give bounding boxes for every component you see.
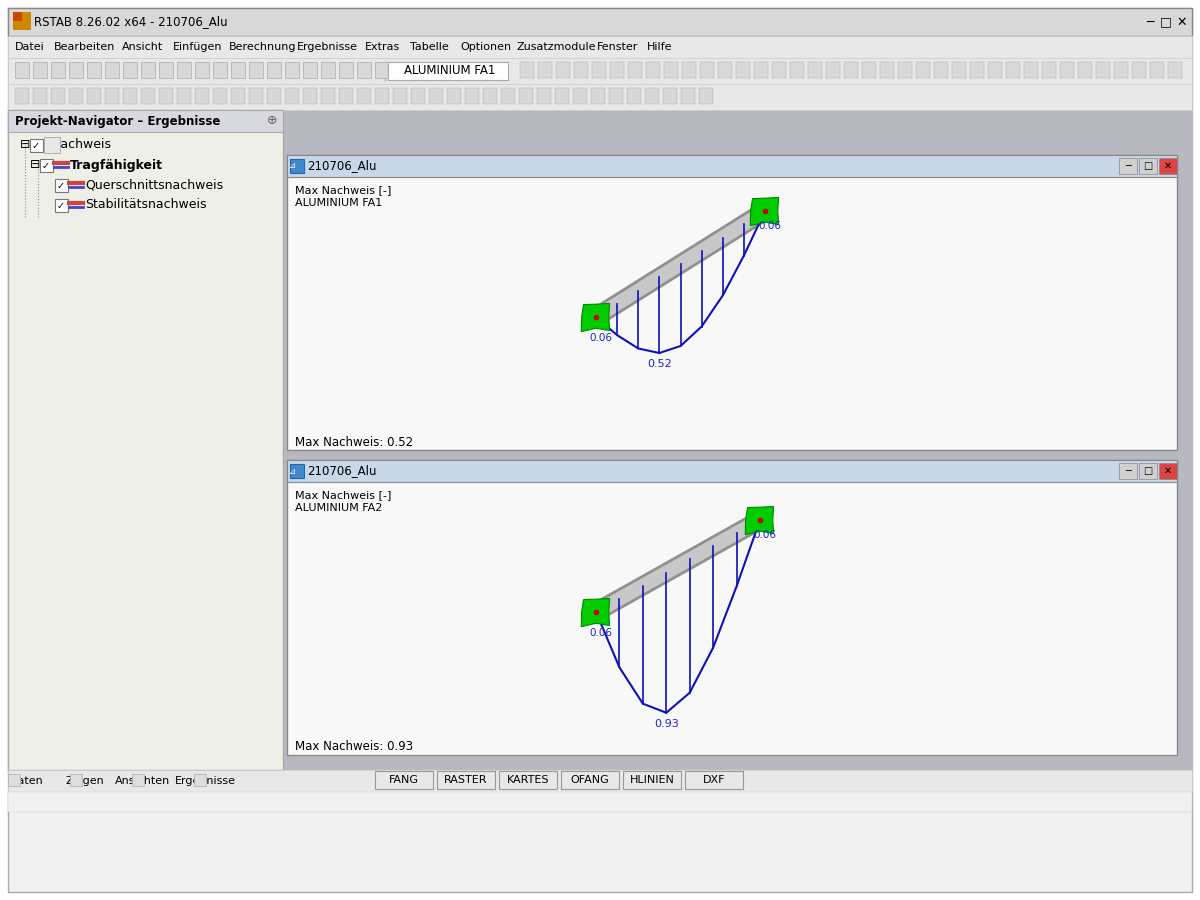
FancyBboxPatch shape (124, 88, 137, 104)
FancyBboxPatch shape (158, 88, 173, 104)
FancyBboxPatch shape (194, 88, 209, 104)
FancyBboxPatch shape (1096, 62, 1110, 78)
FancyBboxPatch shape (302, 62, 317, 78)
FancyBboxPatch shape (124, 62, 137, 78)
FancyBboxPatch shape (14, 62, 29, 78)
FancyBboxPatch shape (50, 62, 65, 78)
Text: Fenster: Fenster (596, 42, 637, 52)
Text: 0.52: 0.52 (647, 359, 672, 369)
Text: □: □ (1160, 15, 1172, 29)
Text: Zusatzmodule: Zusatzmodule (517, 42, 596, 52)
FancyBboxPatch shape (646, 88, 659, 104)
Text: ─: ─ (1146, 15, 1153, 29)
Polygon shape (750, 197, 779, 226)
FancyBboxPatch shape (13, 12, 22, 21)
FancyBboxPatch shape (466, 88, 479, 104)
FancyBboxPatch shape (374, 88, 389, 104)
Text: ✓: ✓ (56, 201, 65, 211)
Text: 0.06: 0.06 (758, 221, 781, 231)
Polygon shape (581, 303, 610, 332)
FancyBboxPatch shape (250, 88, 263, 104)
FancyBboxPatch shape (610, 62, 624, 78)
FancyBboxPatch shape (970, 62, 984, 78)
FancyBboxPatch shape (1078, 62, 1092, 78)
Text: ✕: ✕ (1164, 161, 1172, 171)
FancyBboxPatch shape (322, 88, 335, 104)
FancyBboxPatch shape (88, 62, 101, 78)
Text: Bearbeiten: Bearbeiten (54, 42, 115, 52)
Text: □: □ (1144, 161, 1153, 171)
Text: 0.06: 0.06 (589, 628, 612, 638)
Text: Max Nachweis: 0.52: Max Nachweis: 0.52 (295, 436, 413, 448)
FancyBboxPatch shape (685, 771, 743, 789)
FancyBboxPatch shape (142, 62, 155, 78)
FancyBboxPatch shape (698, 88, 713, 104)
FancyBboxPatch shape (287, 155, 1177, 450)
FancyBboxPatch shape (266, 88, 281, 104)
Text: Ansichten: Ansichten (115, 776, 170, 786)
FancyBboxPatch shape (1006, 62, 1020, 78)
Text: Tabelle: Tabelle (410, 42, 449, 52)
FancyBboxPatch shape (1168, 62, 1182, 78)
FancyBboxPatch shape (287, 460, 1177, 755)
FancyBboxPatch shape (8, 8, 1192, 892)
Text: ALUMINIUM FA2: ALUMINIUM FA2 (295, 503, 383, 513)
FancyBboxPatch shape (14, 88, 29, 104)
Text: HLINIEN: HLINIEN (630, 775, 674, 785)
FancyBboxPatch shape (214, 62, 227, 78)
FancyBboxPatch shape (790, 62, 804, 78)
FancyBboxPatch shape (8, 8, 1192, 36)
FancyBboxPatch shape (482, 88, 497, 104)
FancyBboxPatch shape (610, 88, 623, 104)
FancyBboxPatch shape (106, 88, 119, 104)
Text: RASTER: RASTER (444, 775, 487, 785)
FancyBboxPatch shape (132, 774, 144, 786)
Text: ✕: ✕ (1177, 15, 1187, 29)
FancyBboxPatch shape (55, 179, 68, 192)
Text: Projekt-Navigator – Ergebnisse: Projekt-Navigator – Ergebnisse (14, 114, 221, 128)
FancyBboxPatch shape (1120, 158, 1138, 174)
FancyBboxPatch shape (554, 88, 569, 104)
FancyBboxPatch shape (628, 88, 641, 104)
FancyBboxPatch shape (1132, 62, 1146, 78)
FancyBboxPatch shape (302, 88, 317, 104)
FancyBboxPatch shape (1042, 62, 1056, 78)
FancyBboxPatch shape (1060, 62, 1074, 78)
FancyBboxPatch shape (158, 62, 173, 78)
FancyBboxPatch shape (388, 62, 508, 80)
FancyBboxPatch shape (1139, 463, 1157, 479)
FancyBboxPatch shape (430, 88, 443, 104)
FancyBboxPatch shape (934, 62, 948, 78)
Text: Ansicht: Ansicht (122, 42, 163, 52)
Text: Tragfähigkeit: Tragfähigkeit (70, 158, 163, 172)
Text: Hilfe: Hilfe (647, 42, 672, 52)
FancyBboxPatch shape (808, 62, 822, 78)
Polygon shape (745, 507, 774, 535)
FancyBboxPatch shape (916, 62, 930, 78)
FancyBboxPatch shape (8, 770, 1192, 792)
FancyBboxPatch shape (562, 771, 619, 789)
FancyBboxPatch shape (55, 199, 68, 212)
FancyBboxPatch shape (358, 88, 371, 104)
FancyBboxPatch shape (106, 62, 119, 78)
FancyBboxPatch shape (283, 110, 1193, 770)
FancyBboxPatch shape (88, 88, 101, 104)
Text: □: □ (1144, 466, 1153, 476)
Text: Stabilitätsnachweis: Stabilitätsnachweis (85, 199, 206, 212)
Text: ⊕: ⊕ (266, 114, 277, 128)
FancyBboxPatch shape (682, 62, 696, 78)
FancyBboxPatch shape (446, 88, 461, 104)
FancyBboxPatch shape (646, 62, 660, 78)
Text: 210706_Alu: 210706_Alu (307, 464, 377, 478)
Text: ALUMINIUM FA1: ALUMINIUM FA1 (295, 198, 383, 208)
FancyBboxPatch shape (736, 62, 750, 78)
FancyBboxPatch shape (70, 774, 82, 786)
Text: ✓: ✓ (32, 141, 40, 151)
Text: Nachweis: Nachweis (52, 139, 112, 151)
FancyBboxPatch shape (826, 62, 840, 78)
Text: ALUMINIUM FA1: ALUMINIUM FA1 (404, 65, 496, 77)
FancyBboxPatch shape (286, 88, 299, 104)
FancyBboxPatch shape (374, 771, 433, 789)
FancyBboxPatch shape (340, 62, 353, 78)
